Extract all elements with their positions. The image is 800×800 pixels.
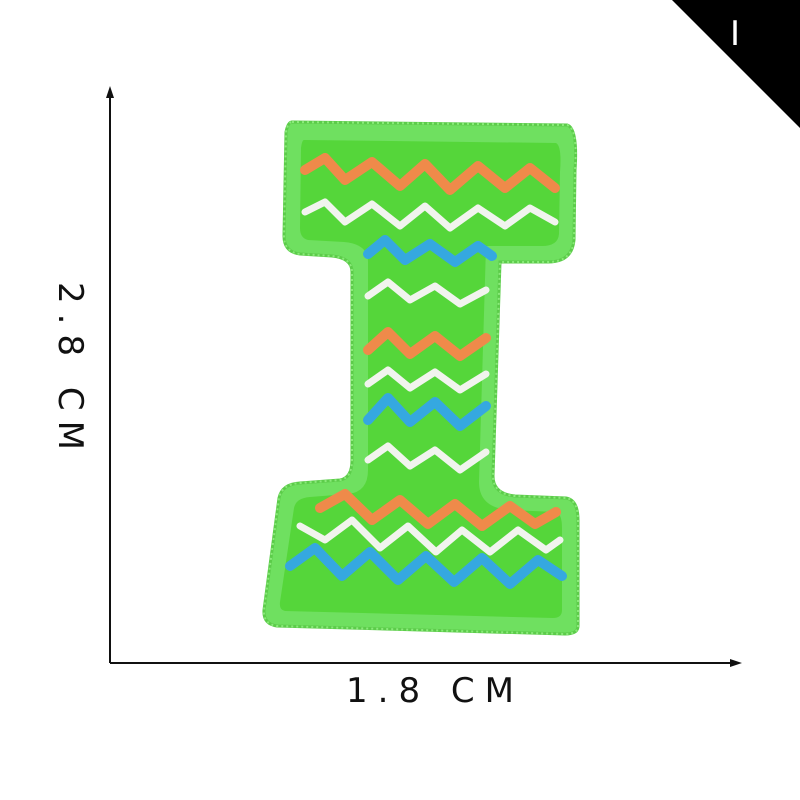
height-dimension-label: 2.8 CM xyxy=(50,282,90,460)
zigzag-white-5 xyxy=(296,516,564,556)
zigzag-white-3 xyxy=(364,366,490,394)
zigzag-white-2 xyxy=(364,278,490,308)
zigzag-stitching xyxy=(285,153,567,589)
zigzag-blue-2 xyxy=(363,393,491,431)
zigzag-blue-1 xyxy=(363,235,497,267)
zigzag-white-4 xyxy=(364,442,490,474)
zigzag-blue-3 xyxy=(285,543,567,589)
zigzag-orange-2 xyxy=(363,327,491,361)
zigzag-orange-1 xyxy=(300,153,560,195)
corner-badge xyxy=(672,0,800,128)
horizontal-axis-arrow-icon xyxy=(730,659,742,667)
zigzag-white-1 xyxy=(301,198,559,232)
corner-badge-letter: I xyxy=(729,14,741,54)
zigzag-orange-3 xyxy=(315,489,561,531)
vertical-axis-arrow-icon xyxy=(106,86,114,98)
width-dimension-label: 1.8 CM xyxy=(346,671,524,711)
